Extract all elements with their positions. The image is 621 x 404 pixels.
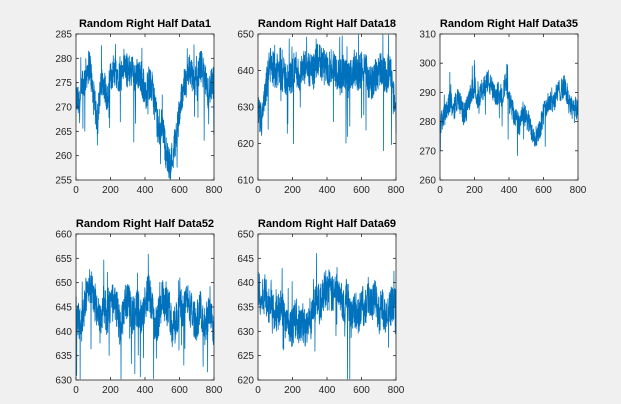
x-tick-label: 0 — [73, 385, 79, 396]
x-tick-label: 800 — [388, 185, 405, 196]
y-tick-label: 635 — [55, 351, 72, 362]
y-tick-label: 260 — [55, 151, 72, 162]
x-tick-label: 400 — [137, 385, 154, 396]
subplot-5-title: Random Right Half Data69 — [258, 218, 396, 230]
x-tick-label: 800 — [206, 185, 223, 196]
series-line — [257, 252, 397, 380]
y-tick-label: 640 — [237, 278, 254, 289]
y-tick-label: 280 — [419, 117, 436, 128]
y-tick-label: 650 — [55, 278, 72, 289]
x-tick-label: 600 — [535, 185, 552, 196]
subplot-2-title: Random Right Half Data18 — [258, 18, 396, 30]
y-tick-label: 645 — [237, 254, 254, 265]
subplot-2: Random Right Half Data18 0 200 400 600 800 61… — [237, 18, 404, 196]
y-tick-label: 650 — [237, 30, 254, 41]
subplot-3-title: Random Right Half Data35 — [440, 18, 578, 30]
x-tick-label: 200 — [102, 185, 119, 196]
y-tick-label: 625 — [237, 351, 254, 362]
y-tick-label: 640 — [237, 66, 254, 77]
y-tick-label: 270 — [419, 146, 436, 157]
x-tick-label: 200 — [284, 185, 301, 196]
y-tick-label: 610 — [237, 176, 254, 187]
x-tick-label: 800 — [206, 385, 223, 396]
x-tick-label: 400 — [319, 185, 336, 196]
x-tick-label: 400 — [137, 185, 154, 196]
x-tick-label: 600 — [353, 185, 370, 196]
series-line — [439, 59, 579, 156]
y-tick-label: 265 — [55, 127, 72, 138]
subplot-4: Random Right Half Data52 0 200 400 600 800 63… — [55, 218, 222, 396]
x-tick-label: 600 — [171, 385, 188, 396]
y-tick-label: 280 — [55, 54, 72, 65]
y-tick-label: 260 — [419, 176, 436, 187]
y-tick-label: 310 — [419, 30, 436, 41]
y-tick-label: 650 — [237, 230, 254, 241]
series-line — [75, 253, 215, 380]
y-tick-label: 630 — [237, 327, 254, 338]
y-tick-label: 255 — [55, 176, 72, 187]
x-tick-label: 600 — [171, 185, 188, 196]
x-tick-label: 0 — [73, 185, 79, 196]
series-line — [257, 34, 397, 152]
subplot-1-title: Random Right Half Data1 — [79, 18, 211, 30]
y-tick-label: 630 — [237, 103, 254, 114]
subplot-4-title: Random Right Half Data52 — [76, 218, 214, 230]
x-tick-label: 200 — [284, 385, 301, 396]
y-tick-label: 620 — [237, 139, 254, 150]
x-tick-label: 0 — [437, 185, 443, 196]
y-tick-label: 630 — [55, 376, 72, 387]
x-tick-label: 600 — [353, 385, 370, 396]
subplot-3: Random Right Half Data35 0 200 400 600 800 26… — [419, 18, 586, 196]
y-tick-label: 655 — [55, 254, 72, 265]
series-line — [75, 43, 215, 180]
subplot-5: Random Right Half Data69 0 200 400 600 800 62… — [237, 218, 404, 396]
y-tick-label: 640 — [55, 327, 72, 338]
plot-area — [76, 34, 214, 180]
x-tick-label: 400 — [501, 185, 518, 196]
y-tick-label: 290 — [419, 88, 436, 99]
x-tick-label: 0 — [255, 385, 261, 396]
y-tick-label: 300 — [419, 59, 436, 70]
x-tick-label: 200 — [102, 385, 119, 396]
y-tick-label: 660 — [55, 230, 72, 241]
y-tick-label: 635 — [237, 303, 254, 314]
x-tick-label: 200 — [466, 185, 483, 196]
y-tick-label: 645 — [55, 303, 72, 314]
y-tick-label: 275 — [55, 78, 72, 89]
y-tick-label: 270 — [55, 103, 72, 114]
x-tick-label: 800 — [570, 185, 587, 196]
x-tick-label: 0 — [255, 185, 261, 196]
subplot-1: Random Right Half Data1 0 200 400 600 800 255… — [55, 18, 222, 196]
y-tick-label: 285 — [55, 30, 72, 41]
x-tick-label: 400 — [319, 385, 336, 396]
y-tick-label: 620 — [237, 376, 254, 387]
x-tick-label: 800 — [388, 385, 405, 396]
